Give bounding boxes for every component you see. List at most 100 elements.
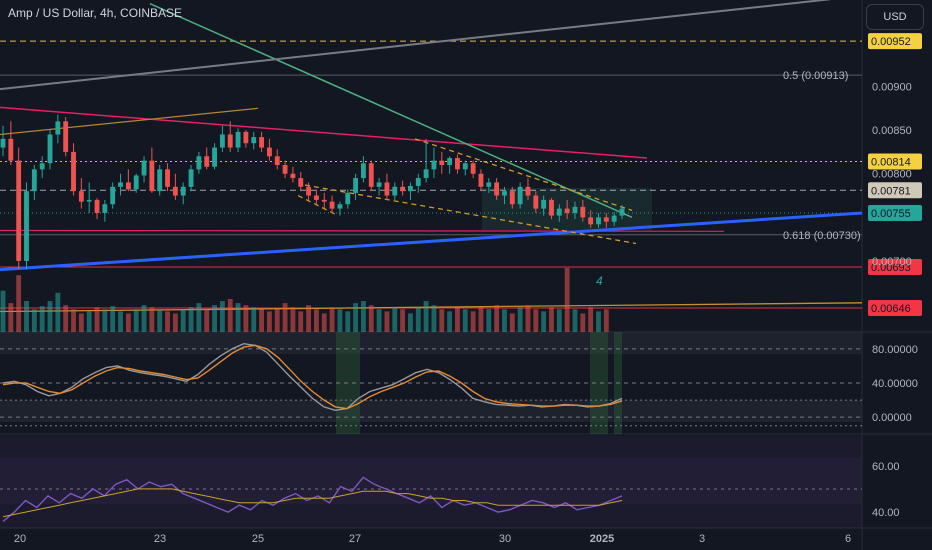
candle-body — [118, 182, 123, 187]
candle-body — [125, 182, 131, 190]
volume-bar — [227, 298, 233, 332]
candle-body — [431, 160, 437, 170]
x-tick-label: 27 — [349, 533, 361, 545]
candle-body — [588, 217, 594, 225]
price-label-text: 0.00755 — [871, 208, 911, 220]
volume-bar — [125, 313, 131, 332]
candle-body — [47, 134, 53, 164]
rsi-tick-label: 40.00 — [872, 507, 900, 519]
volume-bar — [282, 303, 288, 332]
candle-body — [376, 182, 382, 187]
candle-body — [157, 169, 163, 192]
volume-bar — [392, 307, 398, 332]
candle-body — [619, 208, 625, 216]
volume-bar — [588, 307, 594, 332]
candle-body — [227, 134, 233, 148]
magenta-trendline — [0, 106, 648, 159]
candle-body — [259, 137, 264, 148]
volume-bar — [118, 311, 123, 332]
y-tick-label: 0.00850 — [872, 125, 912, 137]
fib-level-label: 0.618 (0.00730) — [783, 230, 861, 242]
volume-bar — [533, 309, 539, 332]
candle-body — [313, 195, 319, 200]
volume-bar — [384, 311, 390, 332]
volume-bar — [447, 311, 453, 332]
stoch-tick-label: 40.00000 — [872, 378, 918, 390]
candle-body — [486, 182, 492, 187]
signal-zone — [590, 332, 608, 434]
volume-bar — [400, 309, 406, 332]
volume-bar — [337, 309, 343, 332]
volume-bar — [71, 309, 76, 332]
price-label-text: 0.00693 — [871, 262, 911, 274]
volume-bar — [86, 311, 92, 332]
candle-body — [86, 199, 92, 202]
wedge-line — [414, 138, 633, 211]
price-label-text: 0.00646 — [871, 303, 911, 315]
candle-body — [470, 163, 476, 174]
volume-bar — [321, 313, 327, 332]
volume-bar — [94, 307, 100, 332]
candle-body — [24, 191, 29, 261]
volume-bar — [259, 309, 264, 332]
volume-bar — [525, 305, 531, 332]
currency-button[interactable]: USD — [866, 4, 924, 30]
stoch-d-line — [2, 344, 623, 410]
y-tick-label: 0.00800 — [872, 169, 912, 181]
candle-body — [243, 131, 249, 144]
volume-bar — [55, 292, 61, 332]
volume-bar — [78, 313, 84, 332]
volume-bar — [196, 303, 202, 332]
price-label-badge — [868, 204, 922, 221]
candle-body — [329, 201, 335, 209]
volume-bar — [329, 307, 335, 332]
y-tick-label: 0.00900 — [872, 82, 912, 94]
volume-bar — [165, 311, 170, 332]
volume-bar — [455, 307, 460, 332]
price-label-badge — [868, 259, 922, 276]
candle-body — [102, 204, 108, 213]
candle-body — [400, 186, 406, 192]
x-tick-label: 20 — [14, 533, 26, 545]
volume-bar — [462, 309, 468, 332]
candle-body — [525, 186, 531, 196]
candle-body — [94, 199, 100, 213]
price-label-badge — [868, 182, 922, 199]
candle-body — [212, 147, 217, 167]
candle-body — [141, 160, 147, 176]
candle-body — [149, 160, 155, 192]
price-label-badge — [868, 33, 922, 50]
volume-bar — [368, 305, 374, 332]
volume-bar — [541, 311, 547, 332]
candle-body — [165, 169, 170, 187]
y-tick-label: 0.00700 — [872, 256, 912, 268]
volume-bar — [470, 311, 476, 332]
stoch-upper-band — [0, 332, 862, 354]
volume-bar — [47, 301, 53, 332]
candle-body — [439, 160, 445, 165]
candle-body — [392, 186, 398, 196]
candle-body — [509, 191, 515, 205]
x-tick-label: 6 — [845, 533, 851, 545]
candle-body — [447, 158, 453, 165]
wedge-line — [297, 194, 339, 217]
candle-body — [337, 204, 343, 209]
volume-bar — [149, 307, 155, 332]
rsi-tick-label: 60.00 — [872, 461, 900, 473]
candle-body — [478, 173, 484, 187]
volume-bar — [0, 290, 6, 332]
volume-bar — [298, 311, 304, 332]
price-label-badge — [868, 300, 922, 317]
volume-bar — [274, 309, 280, 332]
volume-bar — [549, 307, 554, 332]
candle-body — [78, 191, 84, 202]
candle-body — [408, 185, 413, 192]
volume-bar — [133, 309, 139, 332]
candle-body — [180, 186, 186, 196]
candle-body — [368, 163, 374, 187]
candle-body — [580, 206, 586, 218]
candle-body — [274, 156, 280, 165]
volume-bar — [439, 309, 445, 332]
candle-body — [219, 134, 225, 148]
